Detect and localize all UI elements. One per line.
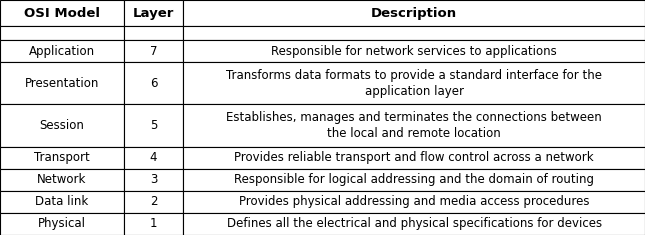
Text: 7: 7 xyxy=(150,45,157,58)
Bar xyxy=(124,191,183,213)
Bar xyxy=(0,147,124,169)
Text: Session: Session xyxy=(39,119,84,132)
Bar xyxy=(124,26,183,40)
Bar xyxy=(0,169,124,191)
Bar xyxy=(0,191,124,213)
Bar xyxy=(124,213,183,235)
Text: Layer: Layer xyxy=(133,7,174,20)
Text: OSI Model: OSI Model xyxy=(24,7,100,20)
Bar xyxy=(183,191,645,213)
Bar xyxy=(124,104,183,147)
Text: 1: 1 xyxy=(150,217,157,231)
Bar xyxy=(183,62,645,104)
Bar xyxy=(124,147,183,169)
Text: Network: Network xyxy=(37,173,86,186)
Text: 4: 4 xyxy=(150,151,157,164)
Bar xyxy=(183,147,645,169)
Bar xyxy=(0,213,124,235)
Bar xyxy=(124,62,183,104)
Bar xyxy=(183,40,645,62)
Text: Provides physical addressing and media access procedures: Provides physical addressing and media a… xyxy=(239,195,590,208)
Bar xyxy=(0,104,124,147)
Text: 6: 6 xyxy=(150,77,157,90)
Text: Transport: Transport xyxy=(34,151,90,164)
Bar xyxy=(124,40,183,62)
Text: Application: Application xyxy=(29,45,95,58)
Text: Defines all the electrical and physical specifications for devices: Defines all the electrical and physical … xyxy=(226,217,602,231)
Bar xyxy=(183,26,645,40)
Bar xyxy=(183,104,645,147)
Text: Provides reliable transport and flow control across a network: Provides reliable transport and flow con… xyxy=(234,151,594,164)
Text: Responsible for logical addressing and the domain of routing: Responsible for logical addressing and t… xyxy=(234,173,594,186)
Text: 2: 2 xyxy=(150,195,157,208)
Text: Description: Description xyxy=(371,7,457,20)
Text: Responsible for network services to applications: Responsible for network services to appl… xyxy=(271,45,557,58)
Bar xyxy=(124,169,183,191)
Bar xyxy=(183,169,645,191)
Text: Presentation: Presentation xyxy=(25,77,99,90)
Text: 5: 5 xyxy=(150,119,157,132)
Bar xyxy=(0,62,124,104)
Bar xyxy=(183,213,645,235)
Bar xyxy=(0,26,124,40)
Bar xyxy=(124,0,183,26)
Text: Transforms data formats to provide a standard interface for the
application laye: Transforms data formats to provide a sta… xyxy=(226,69,602,98)
Text: Data link: Data link xyxy=(35,195,88,208)
Bar xyxy=(183,0,645,26)
Bar xyxy=(0,0,124,26)
Text: Physical: Physical xyxy=(38,217,86,231)
Text: 3: 3 xyxy=(150,173,157,186)
Bar xyxy=(0,40,124,62)
Text: Establishes, manages and terminates the connections between
the local and remote: Establishes, manages and terminates the … xyxy=(226,111,602,140)
